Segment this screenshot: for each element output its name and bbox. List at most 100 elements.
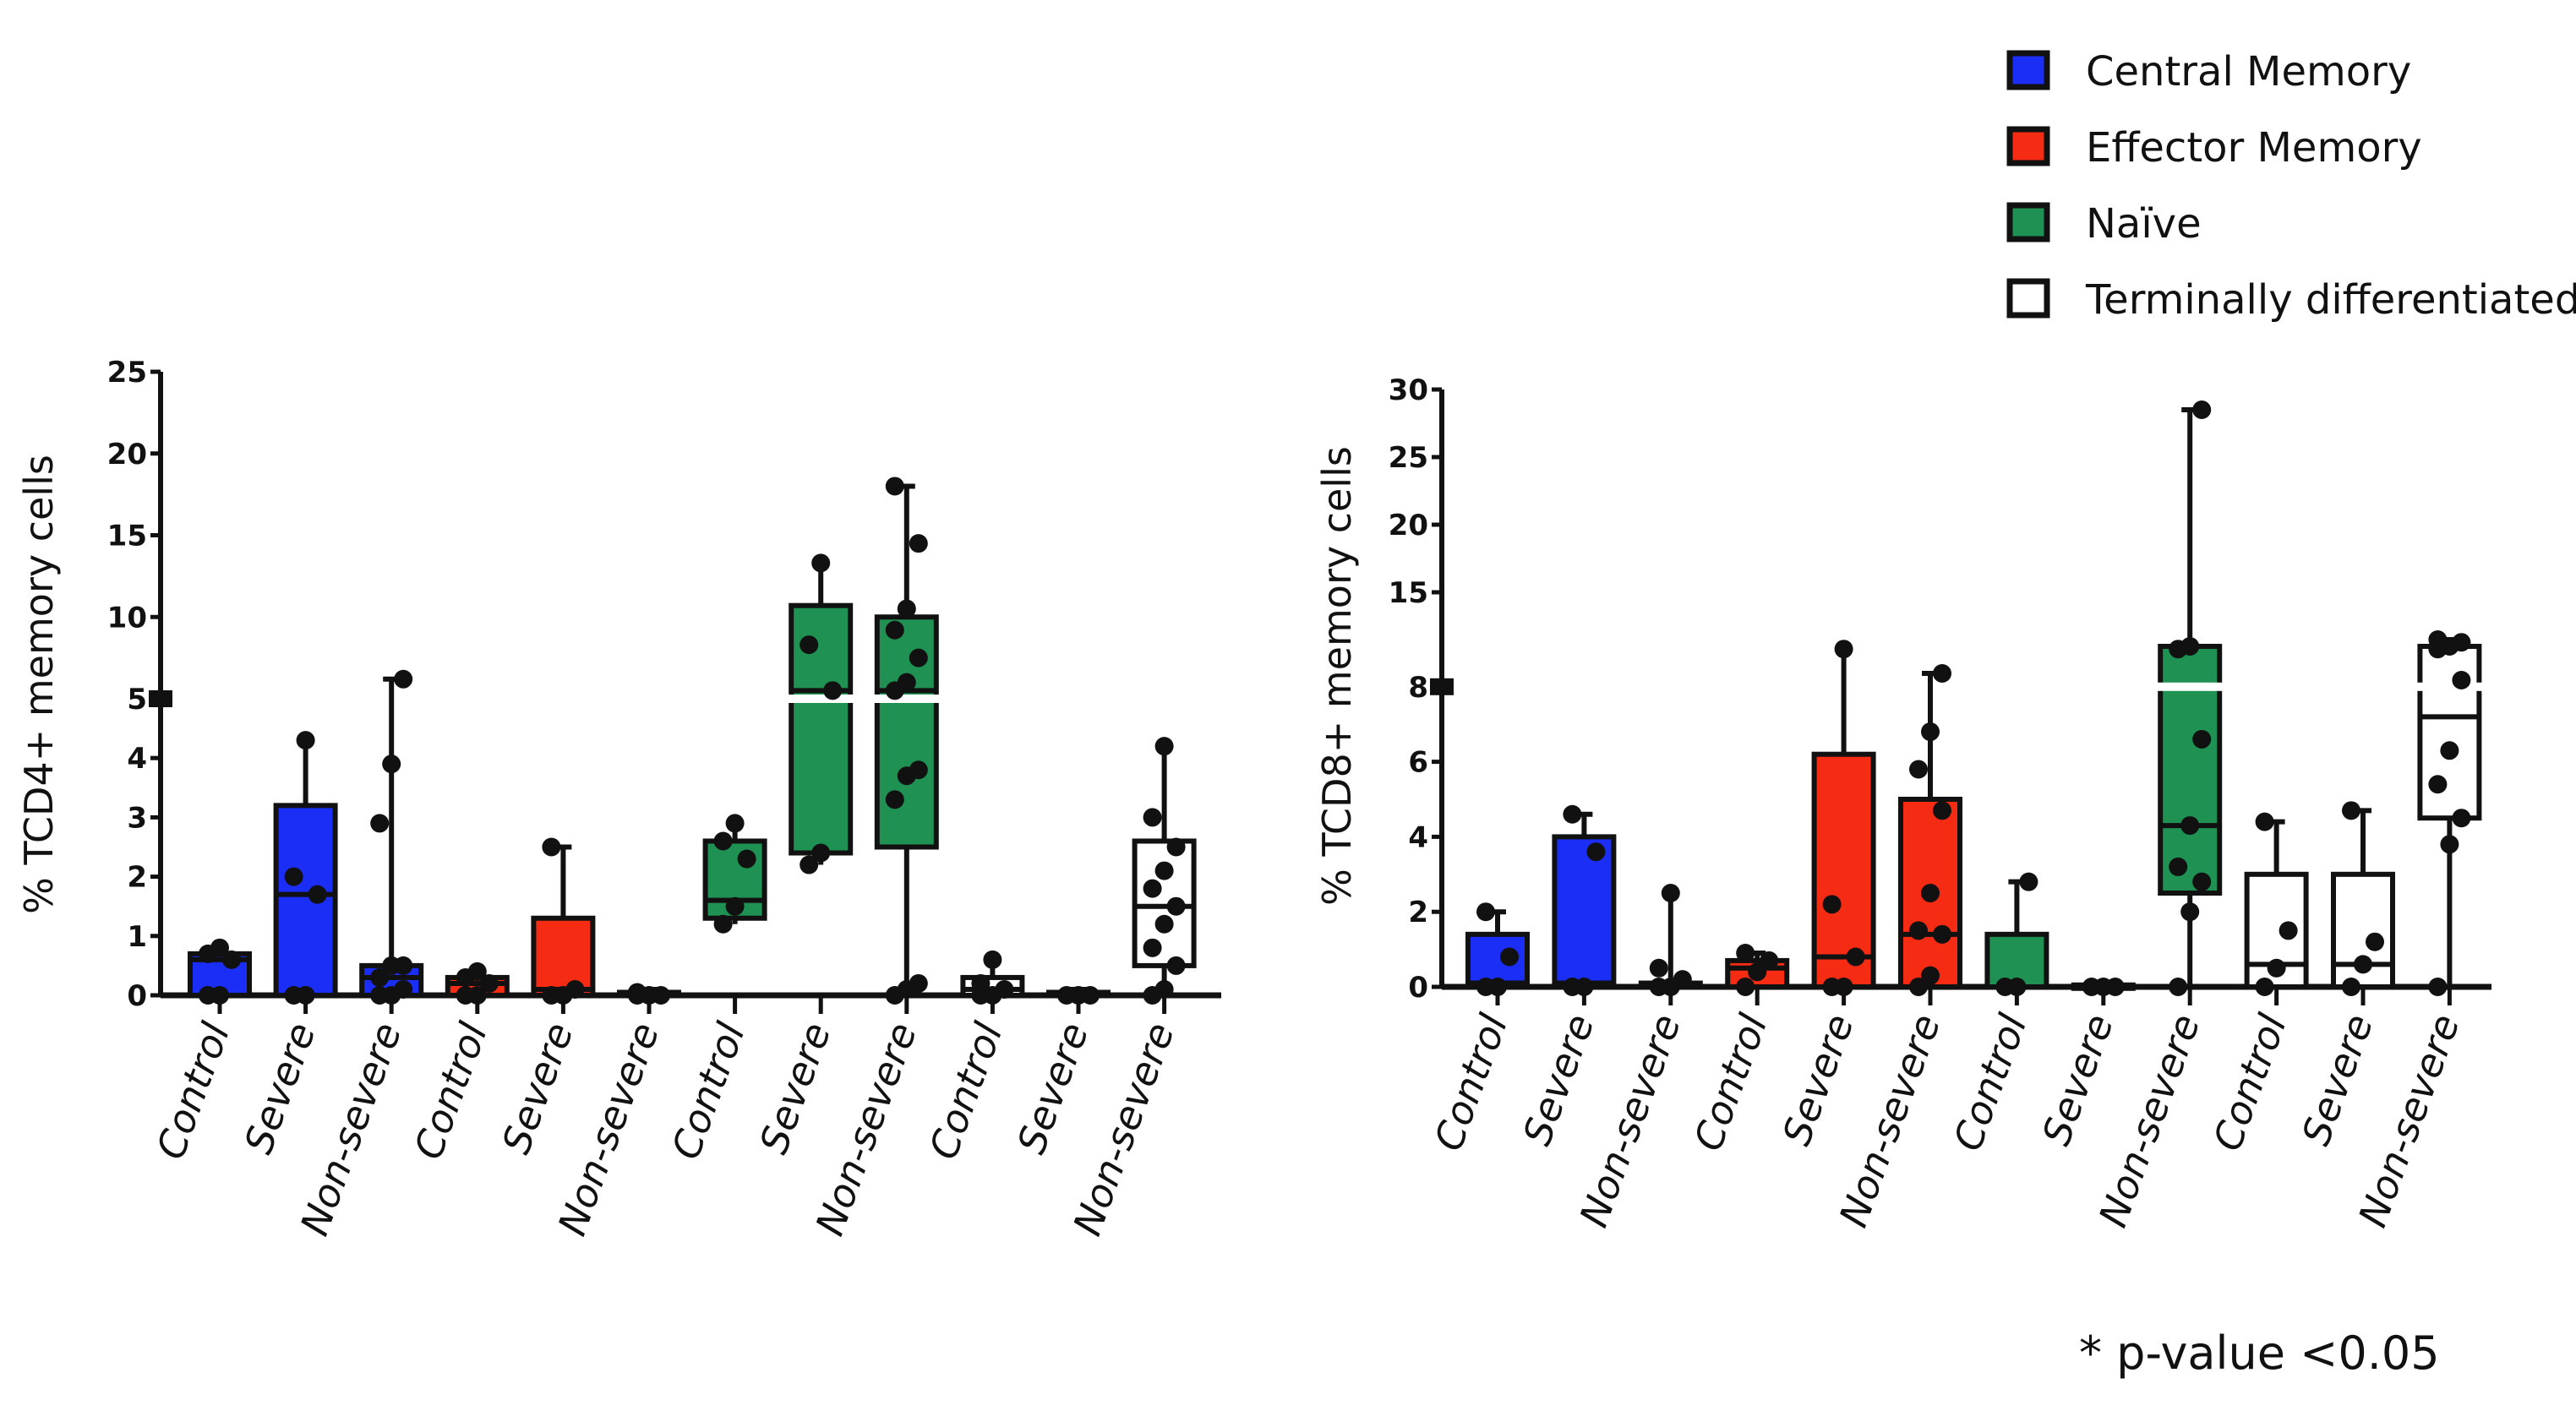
axis-break-gap — [2157, 682, 2224, 691]
legend-label: Terminally differentiated — [2085, 276, 2576, 324]
data-point — [479, 973, 499, 993]
data-point — [2342, 801, 2360, 820]
data-point — [1909, 921, 1928, 940]
data-point — [1476, 902, 1495, 922]
footnote: * p-value <0.05 — [2079, 1327, 2440, 1380]
data-point — [800, 855, 819, 874]
data-point — [2279, 921, 2298, 940]
data-point — [2019, 872, 2038, 891]
y-axis-label: % TCD4+ memory cells — [16, 455, 62, 914]
data-point — [1154, 914, 1174, 934]
y-tick-label: 25 — [1389, 441, 1428, 475]
data-point — [628, 983, 647, 1002]
data-point — [1166, 956, 1186, 975]
x-tick-label: Severe — [1008, 1016, 1098, 1159]
data-point — [1154, 979, 1174, 999]
data-point — [713, 831, 733, 851]
x-tick-label: Control — [405, 1016, 496, 1165]
data-point — [1834, 978, 1853, 996]
data-point — [394, 956, 413, 975]
data-point — [394, 669, 413, 689]
data-point — [2452, 633, 2471, 652]
data-point — [1748, 962, 1767, 982]
data-point — [2440, 741, 2459, 760]
data-point — [1909, 978, 1928, 996]
data-point — [565, 979, 585, 999]
y-tick-label: 30 — [1389, 373, 1428, 407]
y-tick-label: 20 — [1389, 509, 1428, 542]
box-group: Severe — [2033, 978, 2136, 1151]
x-tick-label: Severe — [493, 1016, 582, 1159]
data-point — [2354, 955, 2372, 974]
box — [874, 614, 939, 850]
data-point — [284, 867, 303, 886]
y-tick-label: 2 — [1408, 896, 1428, 929]
data-point — [1921, 884, 1940, 902]
data-point — [210, 938, 229, 957]
cd4-chart: % TCD4+ memory cells 0 1 2 3 4 5 10 15 20 25 Contro… — [16, 356, 1221, 1241]
data-point — [2180, 637, 2200, 656]
data-point — [542, 837, 561, 857]
data-point — [1154, 737, 1174, 756]
box-group: Severe — [235, 731, 338, 1159]
y-tick-label: 15 — [107, 520, 147, 553]
data-point — [1143, 938, 1162, 957]
data-point — [370, 814, 390, 833]
x-tick-label: Control — [1945, 1008, 2036, 1157]
data-point — [2366, 932, 2384, 951]
y-tick-label: 8 — [1408, 671, 1428, 705]
box-group: Severe — [750, 553, 854, 1159]
box-group: Non-severe — [549, 983, 681, 1241]
data-point — [737, 849, 756, 869]
data-point — [1933, 801, 1951, 820]
data-point — [370, 967, 390, 987]
box — [2331, 871, 2395, 990]
data-point — [296, 986, 315, 1005]
box-group: Control — [663, 814, 767, 1165]
legend-label: Naïve — [2086, 200, 2202, 248]
data-point — [1921, 966, 1940, 985]
data-point — [1673, 970, 1692, 989]
data-point — [897, 673, 916, 692]
x-tick-label: Severe — [1514, 1008, 1603, 1151]
data-point — [296, 731, 315, 750]
data-point — [2180, 902, 2200, 922]
x-tick-label: Control — [1425, 1008, 1516, 1157]
data-point — [1649, 958, 1668, 978]
y-tick-label: 20 — [107, 438, 147, 471]
data-point — [2255, 978, 2274, 996]
data-point — [1488, 978, 1507, 996]
data-point — [1822, 895, 1842, 914]
x-tick-label: Severe — [235, 1016, 325, 1159]
data-point — [2452, 809, 2471, 828]
data-point — [2169, 857, 2188, 876]
box-group: Severe — [1773, 640, 1876, 1151]
data-point — [1834, 640, 1853, 659]
data-point — [394, 979, 413, 999]
data-point — [1760, 951, 1779, 970]
box — [702, 838, 767, 921]
data-point — [2169, 978, 2188, 996]
data-point — [1575, 978, 1594, 996]
data-point — [1563, 804, 1582, 824]
data-point — [382, 755, 401, 774]
data-point — [2428, 630, 2448, 649]
legend-label: Central Memory — [2086, 48, 2411, 95]
data-point — [800, 635, 819, 655]
data-point — [909, 760, 928, 780]
legend-swatch — [2006, 202, 2050, 242]
data-point — [1736, 978, 1755, 996]
data-point — [2428, 775, 2448, 794]
y-tick-label: 4 — [1408, 820, 1428, 854]
box — [531, 915, 596, 998]
data-point — [885, 790, 904, 809]
data-point — [467, 986, 487, 1005]
legend-label: Effector Memory — [2086, 124, 2422, 172]
data-point — [1846, 947, 1865, 967]
data-point — [1166, 896, 1186, 916]
y-tick-label: 5 — [127, 683, 147, 716]
data-point — [2192, 729, 2212, 749]
box-group: Non-severe — [2090, 400, 2224, 1233]
data-point — [885, 620, 904, 640]
